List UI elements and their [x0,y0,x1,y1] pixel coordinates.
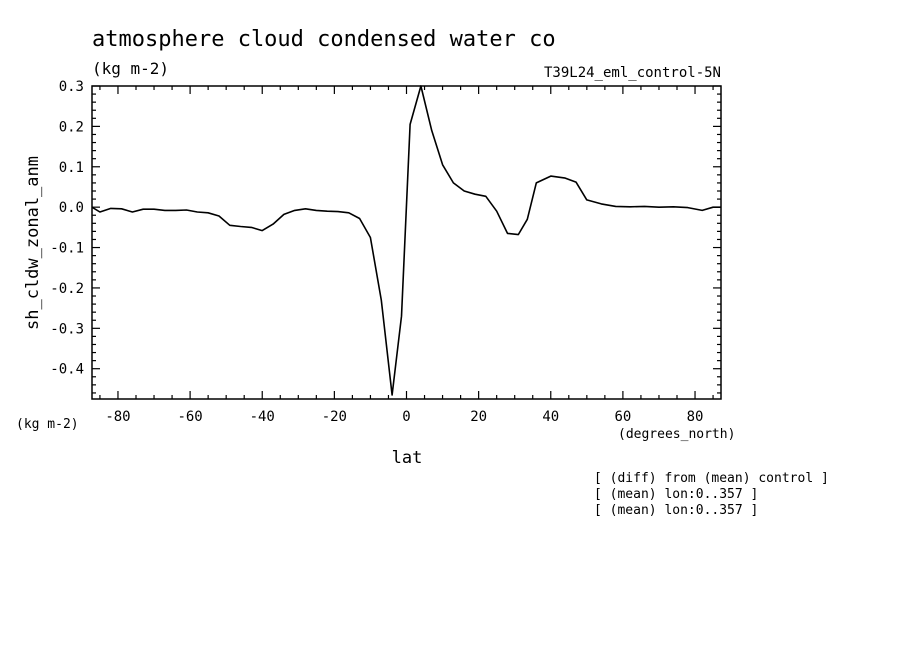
note-line-2: [ (mean) lon:0..357 ] [594,487,758,502]
x-tick-label: 0 [402,409,410,425]
x-tick-label: 80 [687,409,704,425]
y-tick-label: -0.3 [50,321,84,337]
y-axis-units: (kg m-2) [16,417,79,432]
x-tick-label: -80 [105,409,130,425]
axis-ticks [92,85,721,399]
chart-units: (kg m-2) [92,59,169,78]
x-tick-label: -60 [177,409,202,425]
x-tick-label: -40 [250,409,275,425]
y-tick-label: 0.1 [59,160,84,176]
x-tick-label: 60 [614,409,631,425]
y-axis-label: sh_cldw_zonal_anm [23,156,43,330]
note-line-1: [ (diff) from (mean) control ] [594,471,829,486]
y-tick-label: 0.2 [59,119,84,135]
note-line-3: [ (mean) lon:0..357 ] [594,503,758,518]
x-axis-units: (degrees_north) [618,427,735,442]
y-tick-label: -0.1 [50,241,84,257]
run-label: T39L24_eml_control-5N [544,65,721,81]
axis-tick-labels: -80 -60 -40 -20 0 20 40 60 80 -0.4 -0.3 -0.2 -0.1 0.0… [50,79,703,425]
plot-frame [91,85,722,400]
x-axis-label: lat [392,448,423,468]
series-line [91,85,721,396]
y-tick-label: 0.0 [59,200,84,216]
chart-title: atmosphere cloud condensed water co [92,27,556,52]
y-tick-label: -0.2 [50,281,84,297]
x-tick-label: 20 [470,409,487,425]
x-tick-label: -20 [322,409,347,425]
y-tick-label: 0.3 [59,79,84,95]
x-tick-label: 40 [542,409,559,425]
y-tick-label: -0.4 [50,362,84,378]
